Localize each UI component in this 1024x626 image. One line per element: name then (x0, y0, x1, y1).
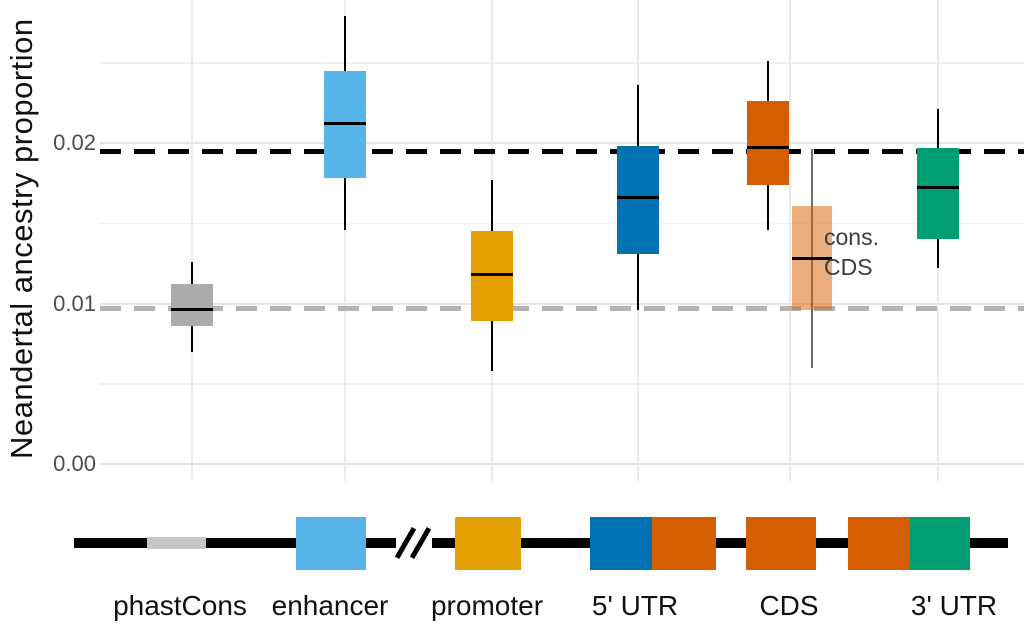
gene-label-enhancer: enhancer (271, 590, 389, 621)
gene-promoter-element (455, 517, 521, 570)
vertical-gridline (344, 0, 346, 481)
boxplot-median-cons-cds (792, 257, 832, 261)
gene-label-promoter: promoter (430, 590, 544, 621)
boxplot-box-5-utr (617, 146, 659, 254)
gene-utr3-element (910, 517, 970, 570)
boxplot-box-3-utr (917, 147, 959, 240)
major-gridline (100, 142, 1024, 144)
y-axis-ticks: 0.00 0.01 0.02 (0, 0, 100, 481)
gene-phastcons-element (147, 537, 206, 549)
boxplot-median-cds (747, 146, 789, 150)
cons-cds-annotation-line1: cons. (824, 224, 879, 250)
gene-cds-element-3 (848, 517, 910, 570)
cons-cds-annotation: cons. CDS (824, 222, 879, 282)
minor-gridline (100, 222, 1024, 224)
cons-cds-annotation-line2: CDS (824, 254, 873, 280)
boxplot-median-3-utr (917, 186, 959, 190)
y-tick-label-0-02: 0.02 (53, 130, 96, 155)
gene-label-3-utr: 3' UTR (910, 590, 998, 621)
y-tick-label-0-01: 0.01 (53, 290, 96, 316)
boxplot-box-phastcons (171, 284, 213, 326)
gene-enhancer-element (296, 517, 366, 570)
boxplot-median-enhancer (324, 122, 366, 126)
plot-panel (100, 0, 1024, 481)
boxplot-box-cds (747, 101, 789, 185)
gene-utr5-element (590, 517, 652, 570)
gene-label-5-utr: 5' UTR (591, 590, 679, 621)
major-gridline (100, 463, 1024, 465)
gene-line (74, 538, 1008, 548)
y-tick-label-0-00: 0.00 (53, 451, 96, 476)
gene-cds-element-1 (652, 517, 716, 570)
boxplot-box-promoter (471, 231, 513, 322)
minor-gridline (100, 383, 1024, 385)
gene-label-phastcons: phastCons (113, 590, 247, 621)
vertical-gridline (191, 0, 193, 481)
gene-cds-element-2 (746, 517, 816, 570)
boxplot-median-promoter (471, 273, 513, 277)
reference-line-lower-reference (100, 305, 1024, 311)
minor-gridline (100, 62, 1024, 64)
major-gridline (100, 302, 1024, 305)
boxplot-median-phastcons (171, 308, 213, 312)
reference-line-genome-wide-average (100, 148, 1024, 154)
boxplot-median-5-utr (617, 196, 659, 200)
gene-label-cds: CDS (759, 590, 819, 621)
vertical-gridline (789, 0, 791, 481)
